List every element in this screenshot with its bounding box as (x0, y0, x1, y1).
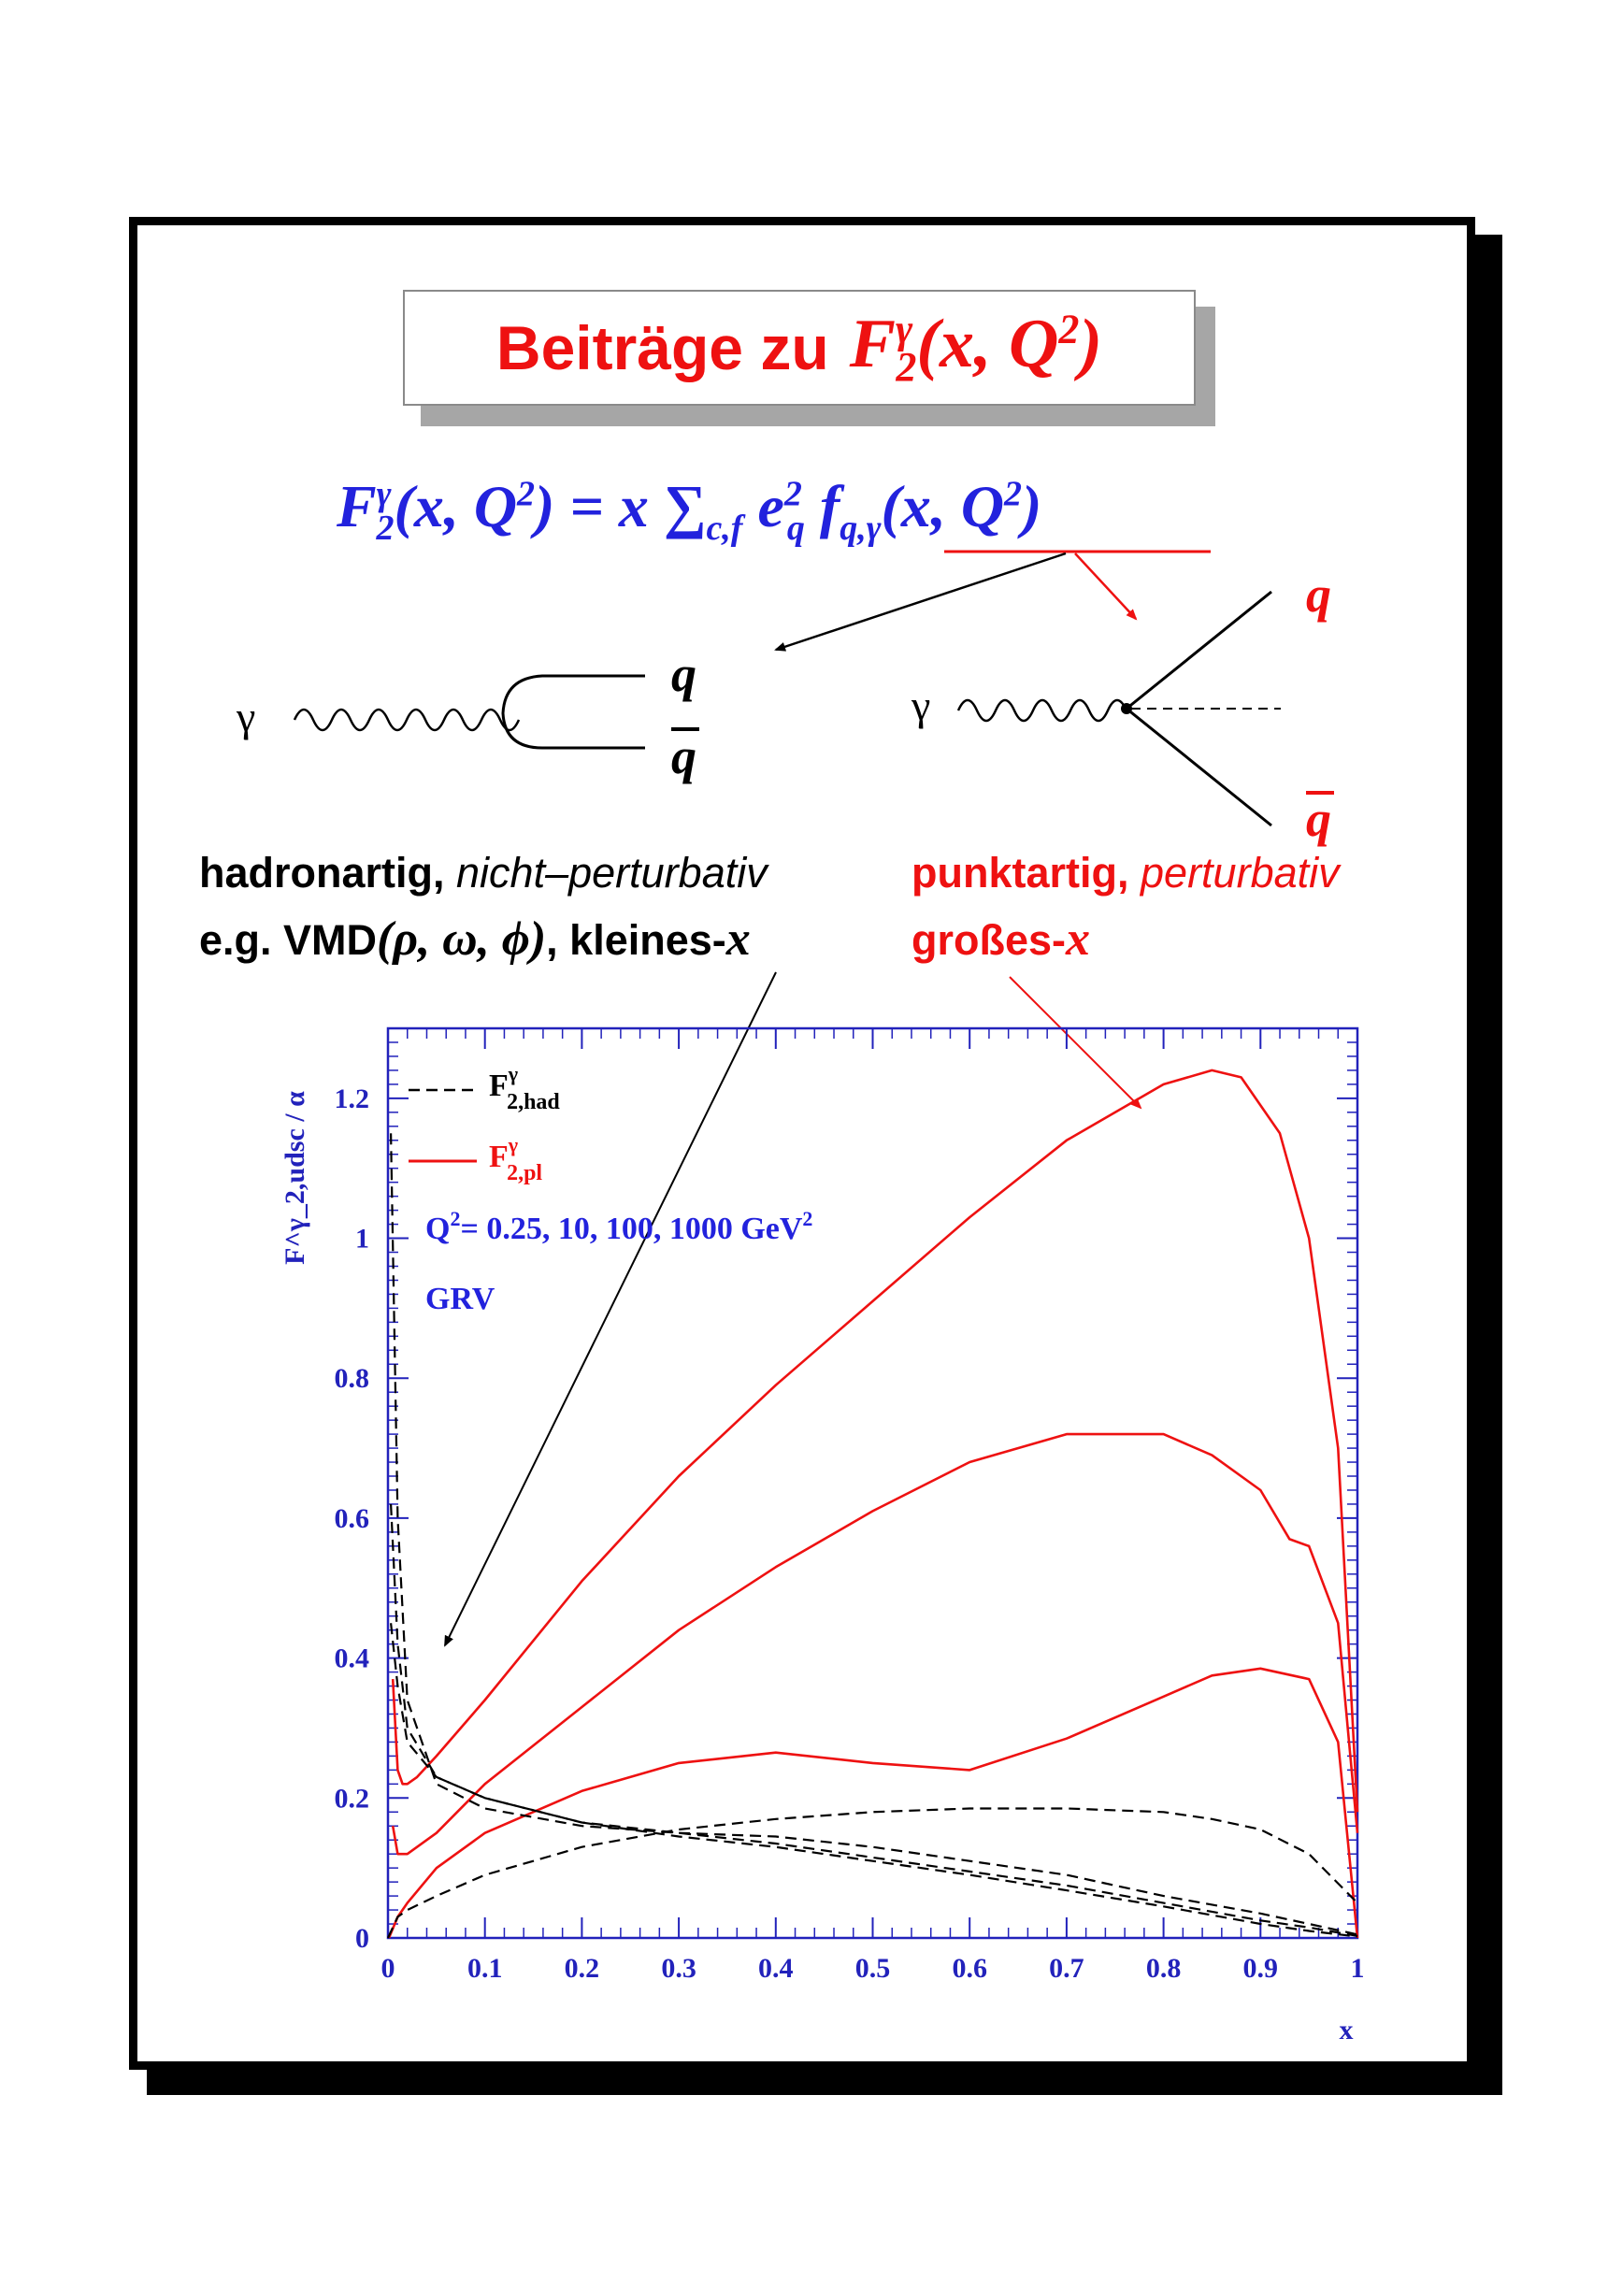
left-photon-wavy-line (293, 708, 521, 732)
series-pl-line-2 (391, 1069, 1359, 1813)
arrow-pointlike-to-plot (1009, 976, 1142, 1110)
legend-had-label: Fγ 2,had (489, 1062, 560, 1114)
right-caption-line1: punktartig, perturbativ (911, 849, 1340, 897)
formula-e-sup: 2 (783, 474, 802, 514)
small-x-label: , kleines- (546, 916, 726, 964)
x-tick-label: 0.7 (1049, 1953, 1084, 1984)
perturbative-label: perturbativ (1141, 849, 1340, 897)
title-math-sup: γ (896, 305, 913, 352)
title-math-args-sup: 2 (1058, 305, 1080, 352)
vmd-math: (ρ, ω, ϕ) (377, 912, 547, 966)
q2-annotation: Q2= 0.25, 10, 100, 1000 GeV2 (425, 1207, 812, 1246)
title-math: Fγ2(x, Q2) (850, 305, 1102, 392)
right-caption-line2: großes-x (911, 911, 1090, 967)
x-tick-label: 1 (1351, 1953, 1365, 1984)
formula-lhs-base: F (337, 473, 377, 539)
small-x-symbol: x (725, 912, 751, 966)
formula-lhs-sub: 2 (376, 508, 395, 548)
title-math-base: F (849, 305, 897, 382)
formula-e-sub: q (786, 508, 805, 548)
legend-pl-label: Fγ 2,pl (489, 1133, 542, 1185)
left-quark-loop (501, 674, 645, 750)
left-caption-line1: hadronartig, nicht–perturbativ (199, 849, 768, 897)
series-had-line-3 (387, 1807, 1358, 1939)
formula-lhs-args: (x, Q (394, 473, 518, 539)
left-q-label: q (671, 646, 696, 702)
right-photon-wavy-line (956, 698, 1128, 723)
x-tick-label: 0.6 (952, 1953, 987, 1984)
left-caption-line2: e.g. VMD(ρ, ω, ϕ), kleines-x (199, 911, 751, 967)
arrow-to-hadronic (774, 552, 1067, 652)
formula-sum: ∑ (663, 473, 707, 539)
formula-f-close: ) (1022, 473, 1042, 539)
title-text: Beiträge zu (495, 313, 829, 382)
title-math-close: ) (1079, 305, 1103, 382)
vmd-label: e.g. VMD (199, 916, 378, 964)
formula-f-args-sup: 2 (1004, 474, 1023, 514)
arrow-to-pointlike (1074, 552, 1138, 621)
x-tick-label: 0 (381, 1953, 395, 1984)
x-axis-label: x (1340, 2015, 1354, 2045)
large-x-label: großes- (911, 916, 1067, 964)
x-tick-label: 0.2 (565, 1953, 600, 1984)
right-quark-line (1126, 590, 1272, 710)
formula-f-sub: q,γ (840, 508, 882, 548)
left-qbar-label: q (671, 728, 696, 784)
main-formula: Fγ2(x, Q2) = x ∑c,f e2q fq,γ(x, Q2) (337, 472, 1271, 549)
y-tick-label: 0.2 (335, 1783, 370, 1814)
x-tick-label: 0.8 (1146, 1953, 1182, 1984)
formula-e-base: e (742, 473, 784, 539)
y-tick-label: 0 (355, 1923, 369, 1954)
formula-f-args: (x, Q (881, 473, 1005, 539)
formula-f-base: f (804, 473, 840, 539)
right-qbar-label: q (1306, 791, 1331, 847)
left-gamma-label: γ (237, 693, 256, 740)
right-antiquark-line (1126, 707, 1272, 827)
series-had-line-5 (390, 1503, 1358, 1937)
formula-lhs-args-sup: 2 (517, 474, 536, 514)
title-box: Beiträge zu Fγ2(x, Q2) (403, 290, 1196, 406)
y-axis-label: F^γ_2,udsc / α (280, 1091, 310, 1265)
y-tick-label: 0.4 (335, 1643, 370, 1674)
title-math-sub: 2 (896, 344, 917, 391)
x-tick-label: 0.3 (661, 1953, 696, 1984)
series-pl-line-1 (391, 1432, 1359, 1856)
formula-lhs-sup: γ (376, 474, 392, 514)
arrow-hadronic-to-plot (444, 971, 777, 1647)
y-tick-label: 1 (355, 1224, 369, 1255)
series-pl-line-0 (387, 1667, 1359, 1939)
y-tick-label: 0.8 (335, 1363, 370, 1394)
right-gamma-label: γ (911, 682, 931, 729)
pdf-set-annotation: GRV (425, 1282, 495, 1316)
y-tick-label: 1.2 (335, 1083, 370, 1114)
formula-lhs-close: ) = x (535, 473, 664, 539)
nonperturbative-label: nicht–perturbativ (456, 849, 768, 897)
y-tick-label: 0.6 (335, 1503, 370, 1534)
title-math-args: (x, Q (916, 305, 1059, 382)
x-tick-label: 0.5 (855, 1953, 891, 1984)
series-had-line-6 (390, 1623, 1358, 1938)
slide-frame (129, 217, 1475, 2070)
right-q-label: q (1306, 567, 1331, 623)
series-had-line-4 (390, 1133, 1358, 1936)
pointlike-label: punktartig, (911, 849, 1129, 897)
x-tick-label: 0.9 (1243, 1953, 1279, 1984)
large-x-symbol: x (1066, 912, 1091, 966)
formula-sum-sub: c,f (706, 508, 743, 548)
x-tick-label: 0.4 (758, 1953, 794, 1984)
hadronic-label: hadronartig, (199, 849, 445, 897)
x-tick-label: 0.1 (467, 1953, 503, 1984)
